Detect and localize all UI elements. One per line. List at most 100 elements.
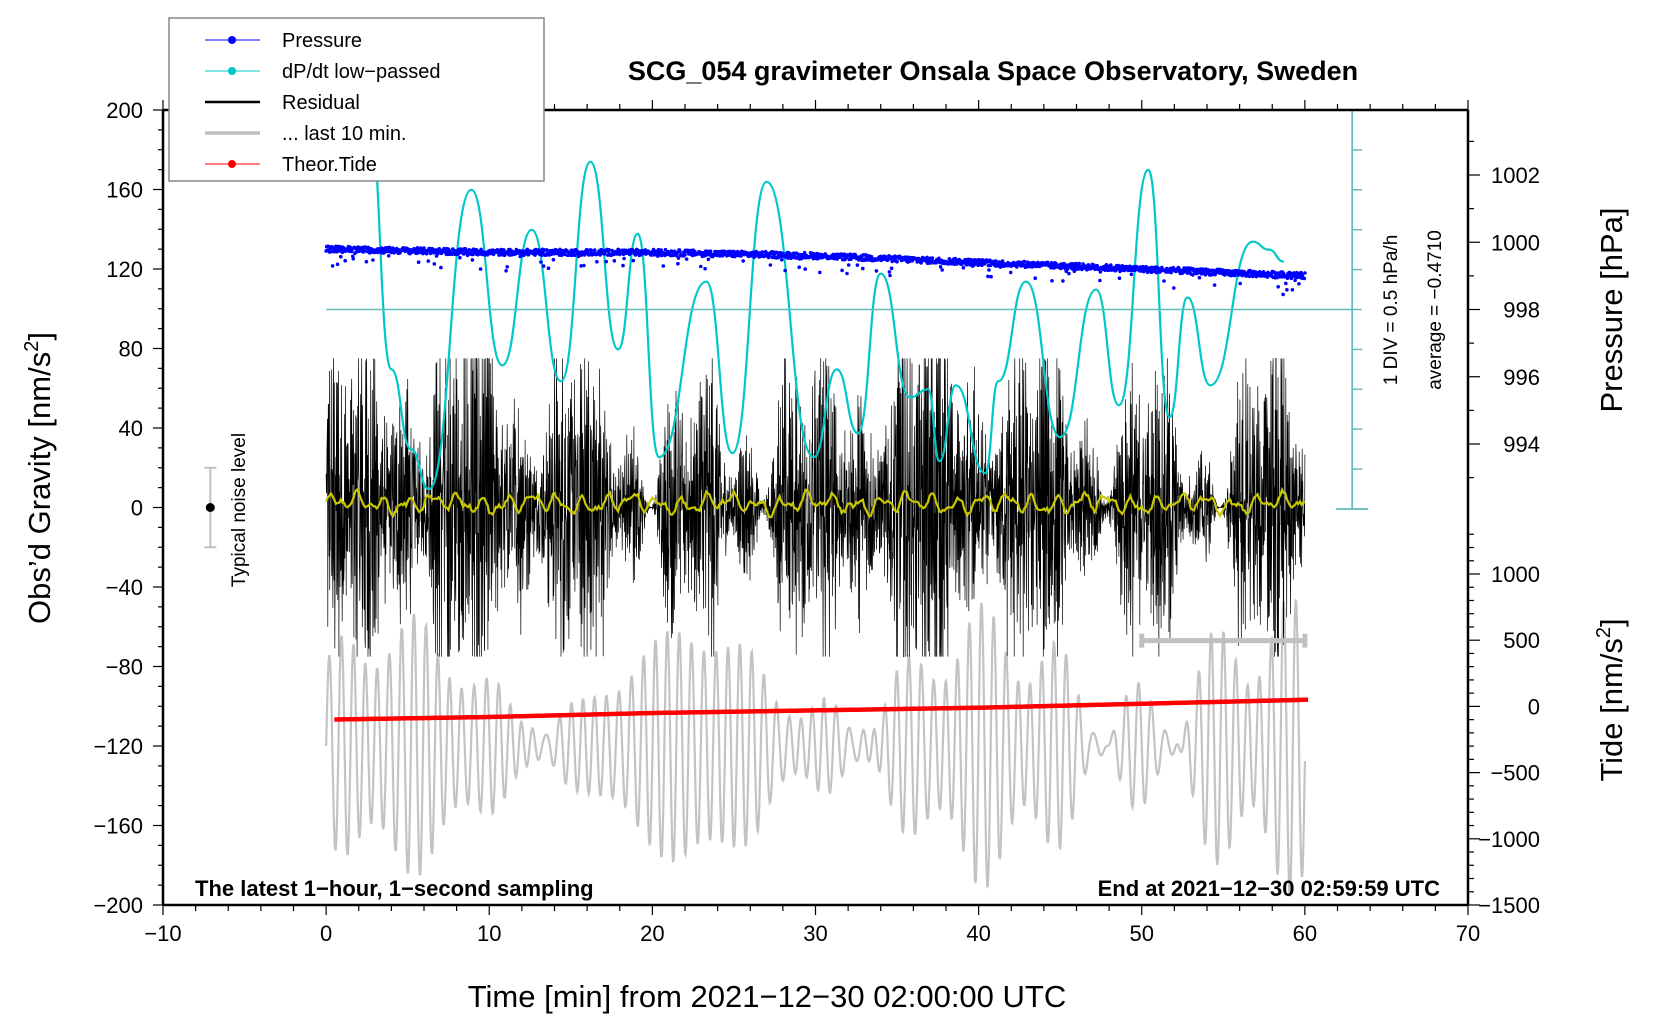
pressure-dot <box>563 252 567 257</box>
pressure-dot <box>424 251 429 256</box>
dpdt-series <box>326 108 1369 510</box>
pressure-dot <box>1238 281 1242 286</box>
pressure-dot <box>572 253 577 257</box>
pressure-dot <box>1293 278 1297 283</box>
pressure-tick-label: 1002 <box>1491 163 1540 188</box>
pressure-dot <box>1154 270 1159 275</box>
tide-tick-label: 500 <box>1503 628 1540 653</box>
pressure-dot <box>621 263 625 268</box>
residual-smoothed-line <box>325 486 1306 519</box>
pressure-dot <box>595 259 599 264</box>
x-tick-label: 30 <box>803 921 827 946</box>
pressure-dot <box>415 246 420 250</box>
pressure-dot <box>1197 275 1202 280</box>
tide-tick-label: −1000 <box>1478 827 1540 852</box>
pressure-dot <box>426 259 431 263</box>
y-left-tick-label: 40 <box>119 416 143 441</box>
pressure-dot <box>776 255 781 260</box>
x-axis-label: Time [min] from 2021−12−30 02:00:00 UTC <box>468 979 1067 1014</box>
pressure-dot <box>887 270 892 274</box>
pressure-dot <box>1297 282 1301 286</box>
average-label: average = −0.4710 <box>1425 230 1446 390</box>
pressure-dot <box>987 268 991 272</box>
pressure-dot <box>722 249 727 254</box>
pressure-dot <box>1247 274 1252 279</box>
pressure-dot <box>741 259 745 263</box>
pressure-dot <box>540 253 544 257</box>
pressure-dot <box>550 248 555 253</box>
pressure-dot <box>703 266 707 271</box>
pressure-dot <box>592 248 597 252</box>
pressure-dot <box>988 258 992 263</box>
pressure-tick-label: 994 <box>1503 432 1540 457</box>
pressure-dot <box>1257 270 1262 274</box>
pressure-dot <box>539 260 543 264</box>
pressure-dot <box>938 265 943 269</box>
y-left-tick-label: 200 <box>106 98 143 123</box>
x-tick-label: 60 <box>1293 921 1317 946</box>
pressure-dot <box>861 266 865 271</box>
noise-level-dot <box>205 503 215 512</box>
chart-title: SCG_054 gravimeter Onsala Space Observat… <box>628 56 1358 86</box>
pressure-dot <box>612 259 617 263</box>
legend-entry: ... last 10 min. <box>205 123 407 145</box>
pressure-dot <box>1095 263 1099 268</box>
pressure-dot <box>1284 281 1288 286</box>
pressure-dot <box>855 263 860 267</box>
pressure-dot <box>1129 272 1134 277</box>
pressure-dot <box>558 247 562 252</box>
pressure-dot <box>1290 275 1294 280</box>
pressure-dot <box>801 255 805 260</box>
y-left-tick-label: 80 <box>119 337 143 362</box>
pressure-dot <box>343 258 348 263</box>
last-10-min-series <box>325 598 1306 897</box>
pressure-dot <box>803 267 807 271</box>
pressure-dot <box>961 266 966 270</box>
pressure-dot <box>760 250 764 254</box>
pressure-dot <box>1116 267 1120 271</box>
pressure-dot <box>364 259 369 264</box>
residual-line <box>325 358 1306 657</box>
pressure-dot <box>799 252 803 257</box>
pressure-dot <box>432 262 437 266</box>
tide-axis-label: Tide [nm/s2] <box>1593 618 1629 781</box>
y-left-tick-label: −200 <box>93 893 143 918</box>
y-left-tick-label: −160 <box>93 814 143 839</box>
pressure-dot <box>989 274 993 279</box>
pressure-dot <box>386 254 391 258</box>
y-left-axis-label: Obs’d Gravity [nm/s2] <box>21 332 57 624</box>
pressure-dot <box>371 258 375 262</box>
pressure-dot <box>546 266 551 271</box>
pressure-dot <box>362 249 367 253</box>
pressure-dot <box>545 248 549 252</box>
pressure-dot <box>479 247 483 252</box>
pressure-dot <box>376 250 380 255</box>
pressure-dot <box>1050 279 1054 283</box>
tide-tick-label: −500 <box>1490 761 1540 786</box>
pressure-dot <box>765 251 769 256</box>
pressure-dot <box>998 265 1003 269</box>
pressure-dot <box>497 253 501 257</box>
pressure-dot <box>502 248 506 252</box>
y-left-tick-label: −80 <box>106 655 143 680</box>
y-left-tick-label: −120 <box>93 734 143 759</box>
theor-tide-line <box>334 697 1309 722</box>
theor-tide-series <box>334 697 1309 722</box>
pressure-dot <box>783 268 787 273</box>
pressure-dot <box>739 254 743 258</box>
pressure-dot <box>1160 265 1164 270</box>
pressure-dot <box>458 255 462 260</box>
pressure-dot <box>683 253 687 257</box>
tide-tick-label: 1000 <box>1491 562 1540 587</box>
pressure-tick-label: 998 <box>1503 298 1540 323</box>
y-left-axis-ticks: 200 160 120 80 40 0 −40 −80 −120 −160 −200 <box>93 98 163 918</box>
pressure-dot <box>1212 283 1217 287</box>
pressure-dot <box>1276 285 1280 289</box>
x-tick-label: 40 <box>966 921 990 946</box>
pressure-dot <box>1098 270 1103 274</box>
pressure-dot <box>1162 279 1166 283</box>
pressure-dot <box>818 270 822 275</box>
pressure-dot <box>1022 259 1027 264</box>
x-tick-label: −10 <box>144 921 181 946</box>
